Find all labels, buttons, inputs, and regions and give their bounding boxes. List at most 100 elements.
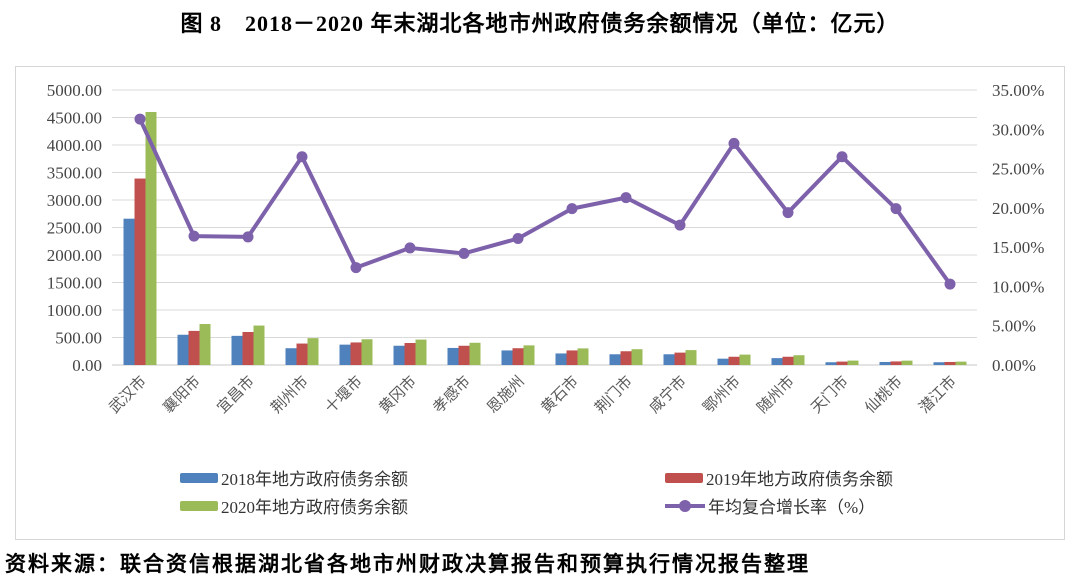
bar [242,332,254,365]
bar [609,354,621,365]
bar [566,350,578,365]
legend-item: 2018年地方政府债务余额 [180,466,665,489]
y-axis-left-tick-label: 5000.00 [47,81,102,100]
x-axis-category-label: 荆州市 [268,373,312,417]
y-axis-left-tick-label: 3500.00 [47,164,102,183]
bar [663,354,675,365]
x-axis-category-label: 黄石市 [538,373,582,417]
bar [933,362,945,365]
x-axis-category-label: 荆门市 [592,373,636,417]
bar [512,348,524,365]
legend-swatch [180,472,218,483]
bar [717,358,729,365]
x-axis-category-label: 鄂州市 [700,373,744,417]
y-axis-right-tick-label: 25.00% [992,160,1044,179]
y-axis-right-tick-label: 30.00% [992,120,1044,139]
cagr-point [350,262,362,274]
bar [577,348,589,365]
cagr-point [944,278,956,290]
y-axis-right-tick-label: 10.00% [992,277,1044,296]
x-axis-category-label: 恩施州 [484,373,528,417]
bar [469,342,481,365]
legend-label: 2018年地方政府债务余额 [221,470,408,489]
x-axis-category-label: 武汉市 [106,373,150,417]
cagr-point [566,203,578,215]
y-axis-left-tick-label: 2500.00 [47,219,102,238]
y-axis-right-tick-label: 5.00% [992,317,1036,336]
legend-label: 2020年地方政府债务余额 [221,498,408,517]
x-axis-category-label: 黄冈市 [376,373,420,417]
cagr-point [296,151,308,163]
y-axis-left-tick-label: 2000.00 [47,246,102,265]
legend-label: 2019年地方政府债务余额 [706,470,893,489]
x-axis-category-label: 咸宁市 [646,373,690,417]
bar [123,218,135,365]
cagr-point [782,207,794,219]
y-axis-left-tick-label: 4000.00 [47,136,102,155]
x-axis-category-label: 宜昌市 [214,373,258,417]
y-axis-left-tick-label: 0.00 [72,356,102,375]
bar [674,352,686,365]
chart-frame: 0.00 500.00 1000.00 1500.00 2000.00 2500.00 30… [15,66,1065,540]
bar [879,361,891,365]
bar [728,356,740,365]
bar [944,361,956,365]
y-axis-right-tick-label: 15.00% [992,238,1044,257]
chart-title: 图 8 2018－2020 年末湖北各地市州政府债务余额情况（单位：亿元） [180,11,900,36]
bar [901,360,913,365]
x-axis-category-label: 天门市 [808,373,852,417]
cagr-point [728,137,740,149]
bar [307,338,319,365]
y-axis-right-tick-label: 20.00% [992,199,1044,218]
cagr-point [458,247,470,259]
bar [501,350,513,365]
bar [415,339,427,365]
cagr-point [620,192,632,204]
y-axis-right-tick-label: 35.00% [992,81,1044,100]
legend-item: 2019年地方政府债务余额 [665,466,1064,489]
legend-label: 年均复合增长率（%） [708,498,876,517]
bar [145,112,157,365]
bar [188,330,200,365]
cagr-point [512,233,524,244]
bar [793,355,805,365]
bar [447,347,459,365]
bar [782,356,794,365]
bar [393,345,405,365]
bar [620,351,632,365]
y-axis-left-tick-label: 3000.00 [47,191,102,210]
y-axis-left-tick-label: 4500.00 [47,109,102,128]
bar [361,339,373,365]
bar [285,348,297,365]
legend-item: 2020年地方政府债务余额 [180,494,665,517]
source-note: 资料来源：联合资信根据湖北省各地市州财政决算报告和预算执行情况报告整理 [5,552,810,576]
bar [177,334,189,365]
cagr-line [138,117,952,287]
plot-svg: 0.00 500.00 1000.00 1500.00 2000.00 2500.00 30… [47,81,1045,417]
cagr-point [404,242,416,254]
bar [523,345,535,365]
x-axis-category-label: 潜江市 [916,373,960,417]
cagr-point [134,113,146,125]
bar [404,343,416,365]
bar [253,325,265,365]
y-axis-left-tick-label: 1000.00 [47,301,102,320]
bar [350,342,362,365]
bar [231,335,243,365]
legend-item: 年均复合增长率（%） [665,494,1064,517]
bar [847,360,859,365]
x-axis-category-label: 襄阳市 [160,373,204,417]
bar [685,350,697,365]
cagr-point [188,230,200,242]
bar [825,362,837,365]
bar [339,344,351,365]
x-axis-category-label: 随州市 [754,373,798,417]
cagr-point [674,219,686,231]
bar [555,353,567,365]
legend: 2018年地方政府债务余额 2019年地方政府债务余额 2020年地方政府债务余额 年… [16,466,1064,517]
x-axis-category-label: 十堰市 [322,373,366,417]
cagr-point [890,203,902,215]
y-axis-left-tick-label: 500.00 [55,329,102,348]
bar [890,361,902,365]
